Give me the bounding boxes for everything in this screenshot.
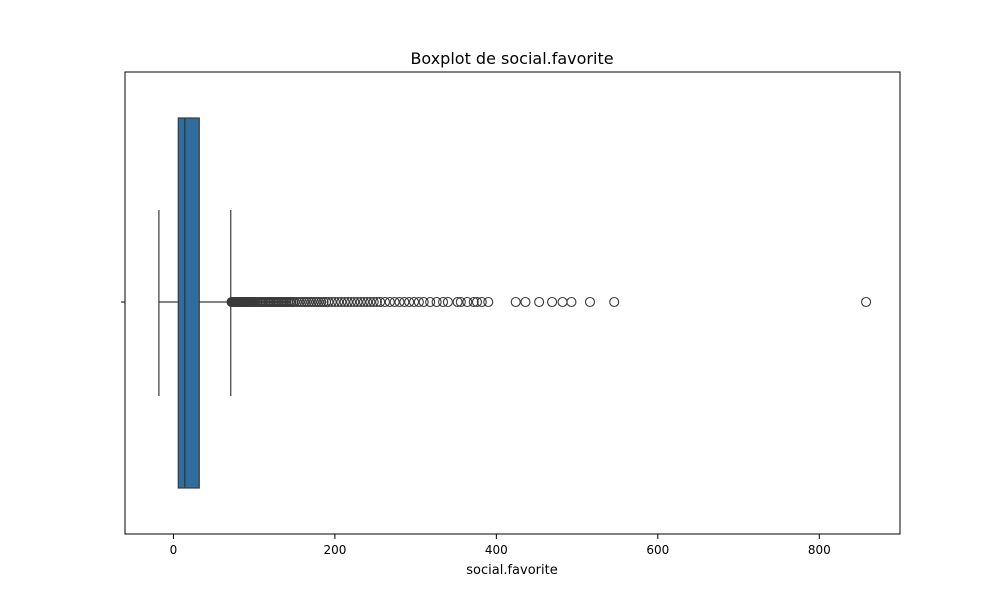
- plot-area-frame: [124, 71, 901, 535]
- outlier-point: [431, 296, 442, 308]
- outlier-point: [471, 296, 483, 308]
- x-tick-label: 800: [808, 543, 831, 557]
- outlier-point: [358, 296, 370, 308]
- outlier-point: [399, 296, 410, 308]
- outlier-point: [861, 296, 872, 308]
- outlier-point: [483, 296, 494, 308]
- outlier-point: [333, 296, 344, 308]
- outlier-point: [379, 296, 391, 308]
- outlier-point: [584, 296, 596, 308]
- outlier-point: [462, 296, 473, 308]
- outlier-point: [301, 296, 312, 308]
- outlier-point: [294, 296, 305, 308]
- outlier-point: [329, 296, 340, 308]
- outlier-point: [289, 296, 300, 308]
- outlier-point: [362, 296, 373, 308]
- outlier-point: [476, 296, 487, 308]
- outlier-point: [326, 296, 337, 308]
- outlier-point: [345, 296, 357, 308]
- x-tick-label: 200: [323, 543, 346, 557]
- outlier-point: [413, 296, 424, 308]
- outlier-point: [520, 296, 531, 308]
- x-axis-layer: 0 200 400 600 800: [170, 534, 831, 557]
- outliers-layer: [226, 296, 872, 308]
- outlier-point: [311, 296, 322, 308]
- outlier-point: [394, 296, 405, 308]
- outlier-point: [547, 296, 558, 308]
- outlier-point: [375, 296, 386, 308]
- outlier-point: [468, 296, 479, 308]
- outlier-point: [384, 296, 395, 308]
- outlier-point: [371, 296, 382, 308]
- outlier-point: [557, 296, 568, 308]
- outlier-point: [368, 296, 379, 308]
- interquartile-box: [177, 117, 200, 489]
- outlier-point: [404, 296, 415, 308]
- outlier-point: [389, 296, 400, 308]
- outlier-point: [425, 296, 436, 308]
- outlier-point: [296, 296, 307, 308]
- outlier-point: [534, 296, 545, 308]
- outlier-point: [313, 296, 324, 308]
- outlier-point: [355, 296, 366, 308]
- x-tick-label: 400: [485, 543, 508, 557]
- x-axis-label: social.favorite: [466, 563, 557, 578]
- outlier-point: [316, 296, 327, 308]
- outlier-point: [323, 296, 334, 308]
- outlier-point: [299, 296, 310, 308]
- outlier-point: [342, 296, 353, 308]
- outlier-point: [308, 296, 319, 308]
- x-tick-label: 0: [170, 543, 178, 557]
- outlier-point: [352, 296, 363, 308]
- outlier-point: [609, 296, 620, 308]
- box-layer: [158, 117, 232, 489]
- outlier-point: [408, 296, 420, 308]
- outlier-point: [291, 296, 303, 308]
- outlier-point: [336, 296, 347, 308]
- outlier-point: [306, 296, 317, 308]
- outlier-point: [349, 296, 360, 308]
- outlier-point: [304, 296, 315, 308]
- outlier-point: [566, 296, 577, 308]
- outlier-point: [365, 296, 376, 308]
- x-tick-label: 600: [646, 543, 669, 557]
- outlier-point: [438, 296, 449, 308]
- outlier-point: [510, 296, 521, 308]
- outlier-point: [442, 296, 453, 308]
- outlier-point: [318, 296, 329, 308]
- outlier-point: [418, 296, 429, 308]
- outlier-point: [452, 296, 463, 308]
- chart-title: Boxplot de social.favorite: [410, 49, 613, 68]
- outlier-point: [455, 296, 466, 308]
- outlier-point: [339, 296, 350, 308]
